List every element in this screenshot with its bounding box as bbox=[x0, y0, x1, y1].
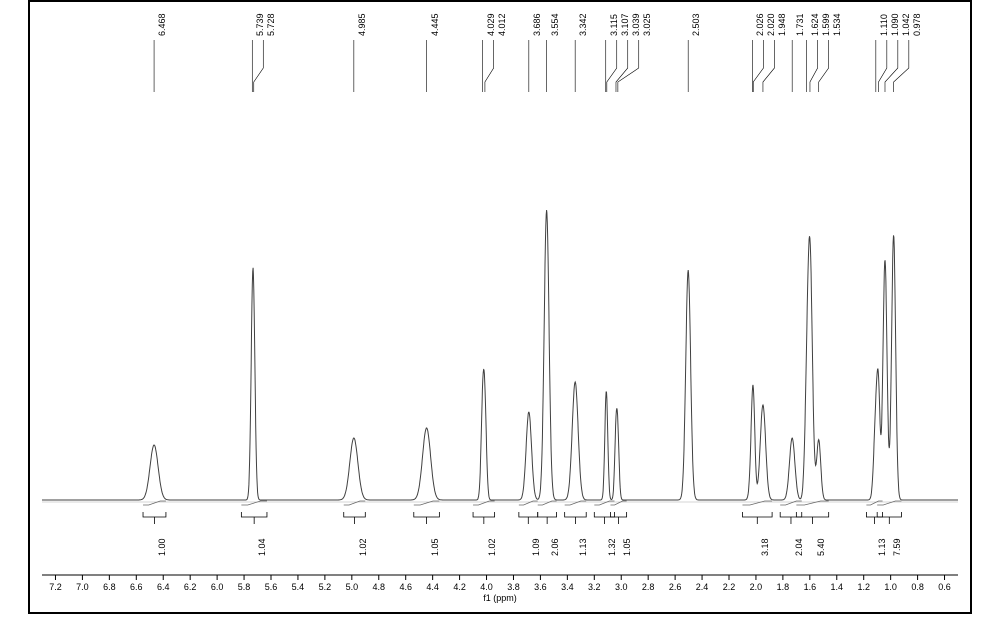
x-tick-label: 6.2 bbox=[184, 582, 197, 592]
x-tick-label: 0.6 bbox=[938, 582, 951, 592]
peak-label: 1.090 bbox=[890, 13, 900, 36]
x-tick-label: 1.4 bbox=[831, 582, 844, 592]
peak-label: 3.107 bbox=[620, 13, 630, 36]
x-tick-label: 0.8 bbox=[911, 582, 924, 592]
peak-label: 0.978 bbox=[912, 13, 922, 36]
integration-label: 1.05 bbox=[430, 538, 440, 556]
x-axis-label: f1 (ppm) bbox=[483, 593, 517, 603]
x-tick-label: 5.8 bbox=[238, 582, 251, 592]
peak-label: 2.026 bbox=[755, 13, 765, 36]
peak-label: 2.020 bbox=[766, 13, 776, 36]
peak-label: 1.110 bbox=[879, 14, 889, 36]
x-tick-label: 4.4 bbox=[426, 582, 439, 592]
x-tick-label: 1.2 bbox=[857, 582, 870, 592]
x-tick-label: 3.4 bbox=[561, 582, 574, 592]
peak-label: 4.012 bbox=[497, 13, 507, 36]
x-tick-label: 3.2 bbox=[588, 582, 601, 592]
peak-label: 3.025 bbox=[642, 13, 652, 36]
x-tick-label: 1.0 bbox=[884, 582, 897, 592]
peak-label: 1.599 bbox=[821, 13, 831, 36]
peak-label: 4.985 bbox=[357, 13, 367, 36]
x-tick-label: 4.2 bbox=[453, 582, 466, 592]
x-tick-label: 1.8 bbox=[777, 582, 790, 592]
x-tick-label: 5.4 bbox=[292, 582, 305, 592]
x-tick-label: 5.6 bbox=[265, 582, 278, 592]
peak-label: 1.948 bbox=[777, 13, 787, 36]
x-tick-label: 4.8 bbox=[373, 582, 386, 592]
integration-label: 1.13 bbox=[877, 538, 887, 556]
x-tick-label: 2.6 bbox=[669, 582, 682, 592]
x-tick-label: 6.4 bbox=[157, 582, 170, 592]
x-tick-label: 3.0 bbox=[615, 582, 628, 592]
x-tick-label: 7.2 bbox=[49, 582, 62, 592]
peak-label: 2.503 bbox=[691, 13, 701, 36]
peak-label: 5.739 bbox=[255, 13, 265, 36]
peak-label: 3.039 bbox=[631, 13, 641, 36]
integration-label: 5.40 bbox=[816, 538, 826, 556]
x-tick-label: 4.0 bbox=[480, 582, 493, 592]
integration-label: 7.59 bbox=[892, 538, 902, 556]
peak-label: 6.468 bbox=[157, 13, 167, 36]
x-tick-label: 6.6 bbox=[130, 582, 143, 592]
peak-label: 1.731 bbox=[795, 13, 805, 36]
x-tick-label: 3.6 bbox=[534, 582, 547, 592]
integration-label: 3.18 bbox=[760, 538, 770, 556]
integration-label: 1.02 bbox=[487, 538, 497, 556]
peak-label: 4.029 bbox=[486, 13, 496, 36]
integration-label: 2.04 bbox=[794, 538, 804, 556]
peak-label: 3.115 bbox=[609, 14, 619, 36]
peak-label: 5.728 bbox=[266, 13, 276, 36]
x-tick-label: 1.6 bbox=[804, 582, 817, 592]
peak-label: 3.554 bbox=[550, 13, 560, 36]
x-tick-label: 5.2 bbox=[319, 582, 332, 592]
x-tick-label: 4.6 bbox=[399, 582, 412, 592]
peak-label: 1.624 bbox=[810, 13, 820, 36]
x-tick-label: 2.4 bbox=[696, 582, 709, 592]
integration-label: 1.02 bbox=[358, 538, 368, 556]
integration-label: 1.13 bbox=[578, 538, 588, 556]
integration-label: 1.05 bbox=[622, 538, 632, 556]
x-tick-label: 5.0 bbox=[346, 582, 359, 592]
integration-label: 1.04 bbox=[257, 538, 267, 556]
nmr-spectrum: 7.2 7.0 6.8 6.6 6.4 6.2 6.0 5.8 5.6 5.4 5.2 5.0 4.8 4… bbox=[28, 0, 972, 614]
x-tick-label: 2.8 bbox=[642, 582, 655, 592]
x-tick-label: 6.8 bbox=[103, 582, 116, 592]
integration-label: 1.32 bbox=[607, 538, 617, 556]
integration-label: 2.06 bbox=[550, 538, 560, 556]
peak-label: 3.342 bbox=[578, 13, 588, 36]
x-tick-label: 2.2 bbox=[723, 582, 736, 592]
integration-label: 1.00 bbox=[157, 538, 167, 556]
x-tick-label: 7.0 bbox=[76, 582, 89, 592]
integration-label: 1.09 bbox=[531, 538, 541, 556]
peak-label: 4.445 bbox=[430, 13, 440, 36]
x-tick-label: 2.0 bbox=[750, 582, 763, 592]
peak-label: 1.042 bbox=[901, 13, 911, 36]
x-tick-label: 3.8 bbox=[507, 582, 520, 592]
peak-label: 1.534 bbox=[832, 13, 842, 36]
x-tick-label: 6.0 bbox=[211, 582, 224, 592]
peak-label: 3.686 bbox=[532, 13, 542, 36]
